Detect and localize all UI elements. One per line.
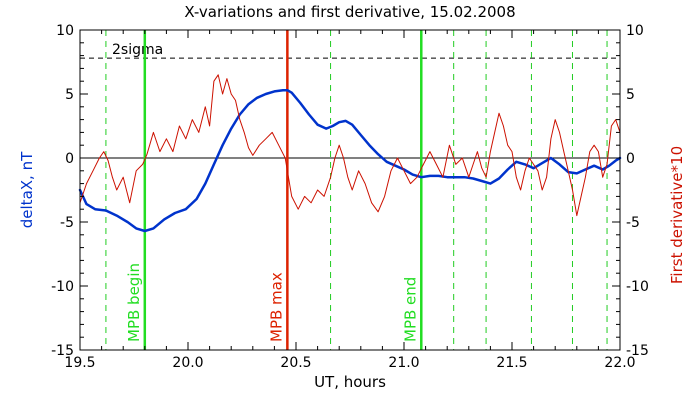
y-tick-label-left-0: 10 bbox=[56, 23, 74, 39]
dashed-markers bbox=[105, 30, 608, 350]
x-tick-label-5: 22.0 bbox=[604, 355, 635, 371]
reference-lines: 2sigma bbox=[80, 42, 620, 159]
event-lines: MPB begin MPB max MPB end bbox=[125, 30, 423, 350]
event-label-2: MPB end bbox=[401, 277, 419, 342]
event-label-0: MPB begin bbox=[125, 263, 143, 342]
x-tick-label-1: 20.0 bbox=[172, 355, 203, 371]
plot-border bbox=[79, 29, 621, 351]
left-y-axis-label: deltaX, nT bbox=[18, 151, 36, 228]
axis-ticks: 19.5 20.0 20.5 21.0 21.5 22.0 10 10 5 5 0 0 -5 -5 -10 -… bbox=[51, 23, 649, 371]
chart-title: X-variations and first derivative, 15.02… bbox=[184, 3, 515, 21]
y-tick-label-left-4: -10 bbox=[51, 279, 74, 295]
y-tick-label-right-1: 5 bbox=[626, 87, 635, 103]
y-tick-label-left-5: -15 bbox=[51, 343, 74, 359]
x-tick-label-3: 21.0 bbox=[388, 355, 419, 371]
event-label-1: MPB max bbox=[267, 272, 285, 342]
x-tick-label-0: 19.5 bbox=[64, 355, 95, 371]
y-tick-label-right-4: -10 bbox=[626, 279, 649, 295]
series bbox=[78, 74, 622, 233]
x-tick-label-4: 21.5 bbox=[496, 355, 527, 371]
y-tick-label-left-3: -5 bbox=[60, 215, 74, 231]
x-tick-label-2: 20.5 bbox=[280, 355, 311, 371]
right-y-axis-label: First derivative*10 bbox=[668, 146, 686, 284]
y-tick-label-right-2: 0 bbox=[626, 151, 635, 167]
series-line-derivative bbox=[79, 74, 621, 217]
y-tick-label-right-5: -15 bbox=[626, 343, 649, 359]
series-line-deltaX bbox=[78, 88, 622, 233]
y-tick-label-right-3: -5 bbox=[626, 215, 640, 231]
x-axis-label: UT, hours bbox=[314, 373, 386, 391]
y-tick-label-right-0: 10 bbox=[626, 23, 644, 39]
two-sigma-label: 2sigma bbox=[112, 42, 163, 58]
y-tick-label-left-1: 5 bbox=[65, 87, 74, 103]
plot-frame bbox=[79, 29, 621, 351]
y-tick-label-left-2: 0 bbox=[65, 151, 74, 167]
